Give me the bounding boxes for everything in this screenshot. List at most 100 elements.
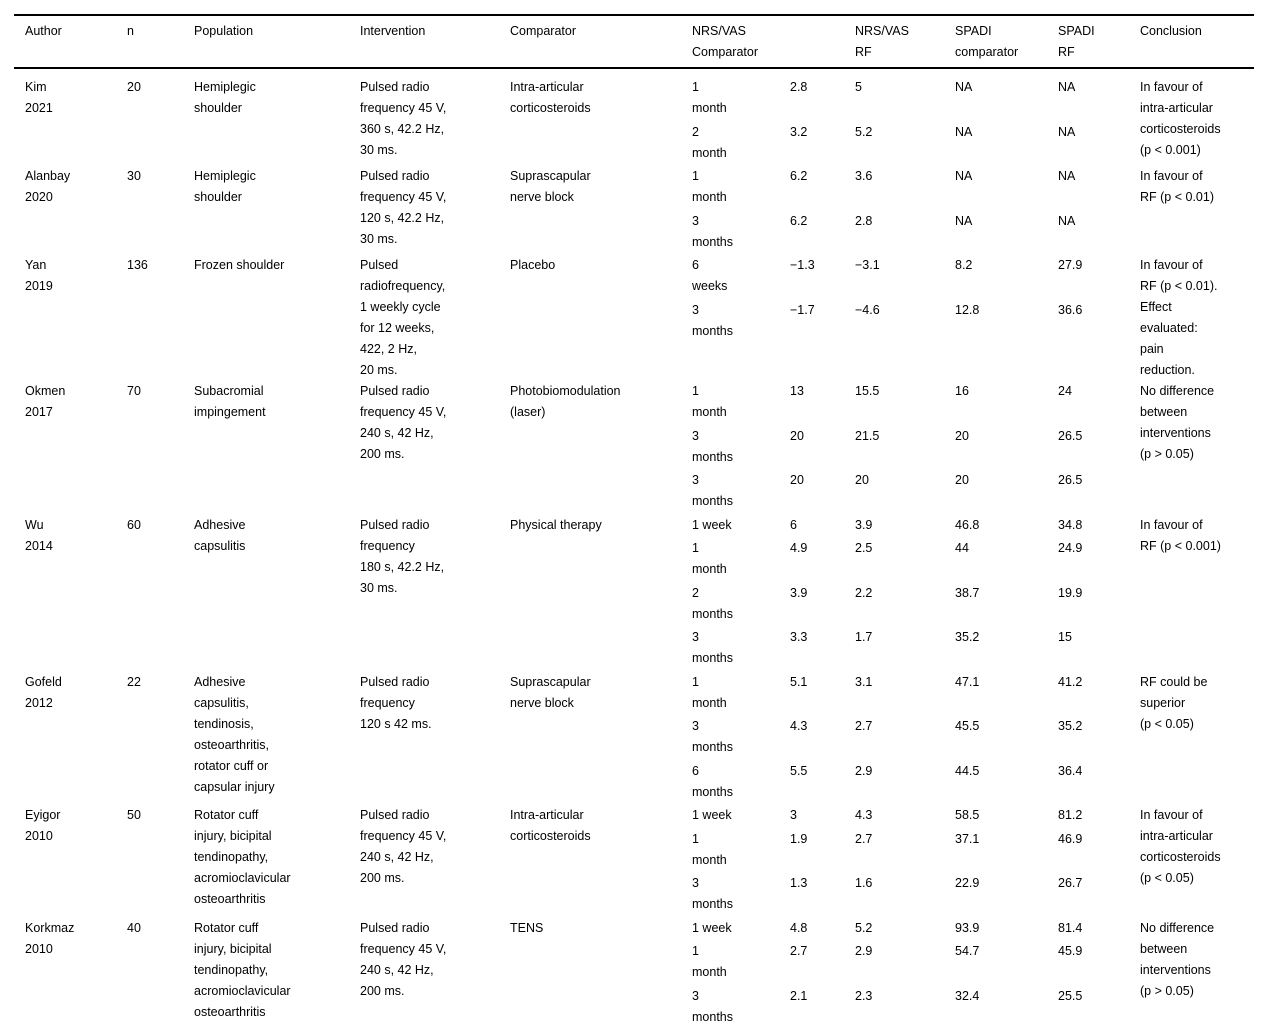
timepoint-row: 3 months 20 21.5 20 26.5 [692,426,1140,468]
intervention-cell: Pulsed radio frequency 45 V, 360 s, 42.2… [360,80,447,157]
spadi-rf-value: 45.9 [1058,944,1083,958]
conclusion-cell: No difference between interventions (p >… [1140,920,1215,998]
timepoint-label: 3 months [692,719,733,754]
spadi-comparator-value: 44.5 [955,763,980,778]
timepoint-label: 1 week [692,517,732,532]
table-row: Korkmaz 2010 40 Rotator cuff injury, bic… [14,918,1254,1031]
comparator-cell: Photobiomodulation (laser) [510,384,621,419]
nrs-vas-comparator-value: 13 [790,384,804,398]
timepoint-row: 2 months 3.9 2.2 38.7 19.9 [692,583,1140,625]
conclusion-cell: In favour of RF (p < 0.01) [1140,169,1214,204]
spadi-comparator-value: 20 [955,428,969,443]
nrs-vas-comparator-value: 3.2 [790,124,808,139]
timepoints-cell: 1 week 3 4.3 58.5 81.2 1 month 1.9 2.7 3… [692,805,1140,918]
spadi-rf-value: 81.4 [1058,920,1083,935]
timepoint-label: 1 month [692,541,727,576]
timepoint-row: 3 months −1.7 −4.6 12.8 36.6 [692,300,1140,342]
nrs-vas-comparator-value: 1.9 [790,831,808,846]
spadi-rf-value: 24.9 [1058,541,1083,555]
spadi-rf-value: NA [1058,124,1076,139]
col-header-spadi-rf: SPADI RF [1058,24,1095,59]
timepoint-label: 3 months [692,473,733,508]
author-cell: Kim 2021 [25,80,53,115]
population-cell: Frozen shoulder [194,258,285,272]
nrs-vas-rf-value: 2.8 [855,213,873,228]
spadi-rf-value: NA [1058,213,1076,228]
spadi-comparator-value: 16 [955,384,969,398]
nrs-vas-rf-value: 2.9 [855,763,873,778]
spadi-comparator-value: NA [955,213,973,228]
timepoint-label: 3 months [692,428,733,464]
intervention-cell: Pulsed radio frequency 180 s, 42.2 Hz, 3… [360,517,445,595]
spadi-comparator-value: 44 [955,541,969,555]
n-cell: 50 [127,808,141,822]
population-cell: Adhesive capsulitis, tendinosis, osteoar… [194,674,275,794]
spadi-comparator-value: 32.4 [955,988,980,1003]
col-header-comparator: Comparator [510,24,576,38]
timepoint-row: 1 week 3 4.3 58.5 81.2 [692,805,1140,826]
col-header-author: Author [25,24,62,38]
timepoint-row: 1 month 6.2 3.6 NA NA [692,166,1140,208]
spadi-rf-value: 26.5 [1058,473,1083,487]
conclusion-cell: In favour of RF (p < 0.01). Effect evalu… [1140,258,1218,377]
timepoint-label: 1 month [692,169,727,204]
comparator-cell: Suprascapular nerve block [510,674,591,710]
comparator-cell: Intra-articular corticosteroids [510,80,591,115]
nrs-vas-rf-value: 5 [855,80,862,94]
timepoint-label: 1 month [692,80,727,115]
timepoint-label: 2 months [692,585,733,621]
n-cell: 40 [127,920,141,935]
timepoint-row: 3 months 20 20 20 26.5 [692,470,1140,512]
nrs-vas-comparator-value: 2.8 [790,80,808,94]
comparator-cell: TENS [510,920,544,935]
intervention-cell: Pulsed radio frequency 45 V, 240 s, 42 H… [360,384,447,461]
spadi-comparator-value: 93.9 [955,920,980,935]
nrs-vas-comparator-value: 20 [790,428,804,443]
spadi-rf-value: 34.8 [1058,517,1083,532]
nrs-vas-comparator-value: 3 [790,808,797,822]
spadi-rf-value: 36.4 [1058,763,1083,778]
timepoint-row: 1 month 4.9 2.5 44 24.9 [692,538,1140,580]
n-cell: 70 [127,384,141,398]
timepoint-label: 1 month [692,384,727,419]
timepoint-label: 6 months [692,763,733,799]
studies-table: Author n Population Intervention Compara… [14,14,1254,1036]
population-cell: Subacromial impingement [194,384,266,419]
timepoint-row: 1 week 6 3.9 46.8 34.8 [692,515,1140,536]
nrs-vas-rf-value: 15.5 [855,384,880,398]
spadi-rf-value: 35.2 [1058,719,1083,733]
timepoints-cell: 1 month 5.1 3.1 47.1 41.2 3 months 4.3 2… [692,672,1140,806]
spadi-rf-value: 26.5 [1058,428,1083,443]
timepoint-row: 3 months 4.3 2.7 45.5 35.2 [692,716,1140,758]
nrs-vas-rf-value: 1.7 [855,630,873,644]
nrs-vas-rf-value: 3.9 [855,517,873,532]
conclusion-cell: In favour of RF (p < 0.001) [1140,517,1221,553]
nrs-vas-rf-value: 2.2 [855,585,873,600]
timepoint-row: 1 month 2.7 2.9 54.7 45.9 [692,941,1140,983]
timepoint-label: 1 month [692,831,727,867]
intervention-cell: Pulsed radio frequency 45 V, 240 s, 42 H… [360,920,447,998]
n-cell: 30 [127,169,141,183]
nrs-vas-comparator-value: 4.3 [790,719,808,733]
timepoint-label: 3 months [692,302,733,338]
n-cell: 60 [127,517,141,532]
author-cell: Wu 2014 [25,517,53,553]
nrs-vas-comparator-value: 2.1 [790,988,808,1003]
nrs-vas-rf-value: −4.6 [855,302,880,317]
spadi-rf-value: NA [1058,169,1076,183]
spadi-rf-value: 36.6 [1058,302,1083,317]
nrs-vas-comparator-value: 5.5 [790,763,808,778]
spadi-comparator-value: 37.1 [955,831,980,846]
nrs-vas-comparator-value: 4.9 [790,541,808,555]
intervention-cell: Pulsed radio frequency 120 s 42 ms. [360,674,432,731]
col-header-n: n [127,24,134,38]
table-header-row: Author n Population Intervention Compara… [14,16,1254,69]
table-row: Alanbay 2020 30 Hemiplegic shoulder Puls… [14,166,1254,255]
spadi-comparator-value: 58.5 [955,808,980,822]
author-cell: Korkmaz 2010 [25,920,75,956]
spadi-comparator-value: 12.8 [955,302,980,317]
nrs-vas-comparator-value: −1.7 [790,302,815,317]
comparator-cell: Physical therapy [510,517,602,532]
nrs-vas-rf-value: 1.6 [855,876,873,890]
